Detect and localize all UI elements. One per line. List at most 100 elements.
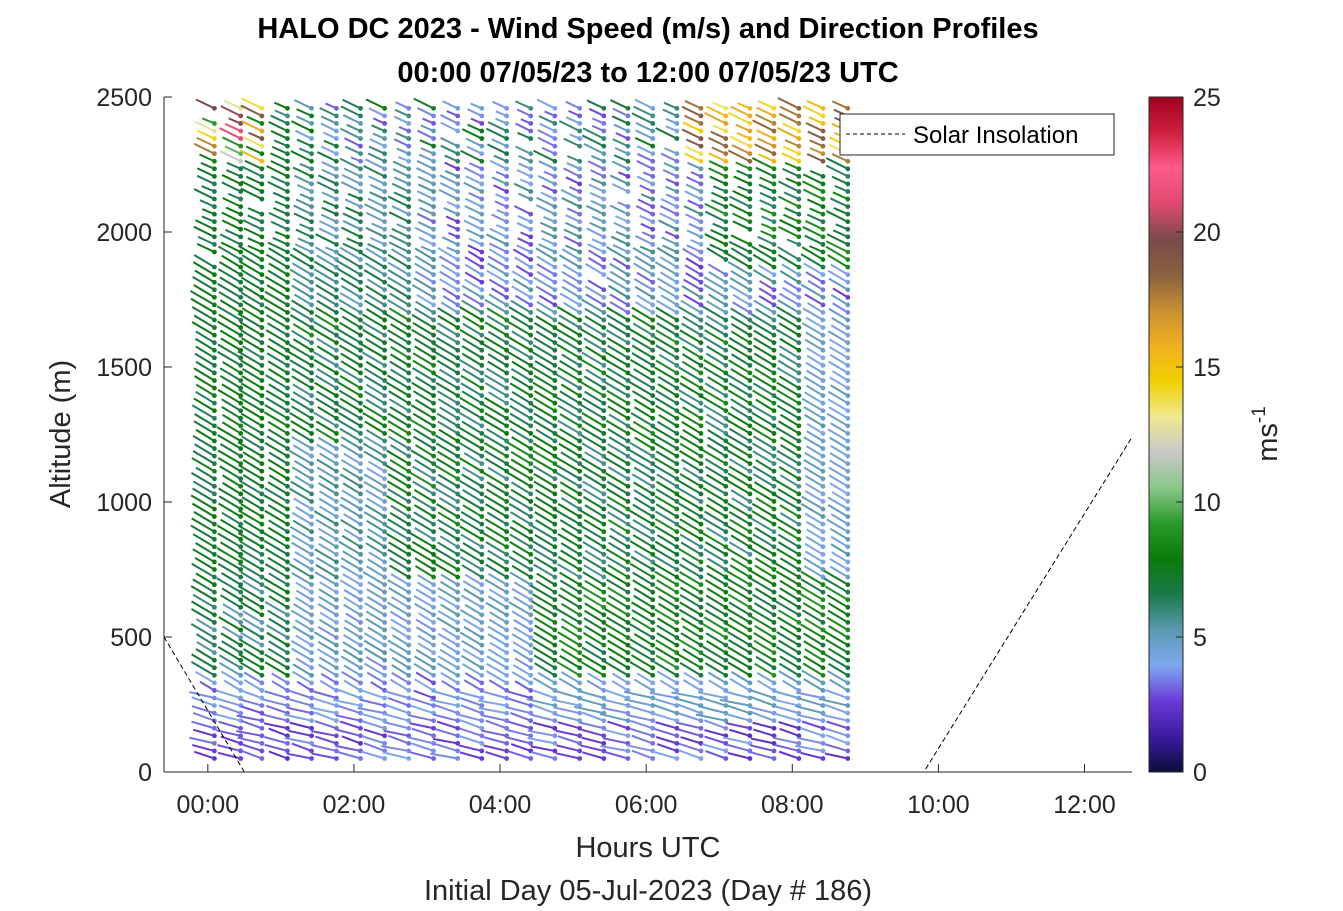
wind-barb-point	[334, 431, 339, 436]
wind-barb-point	[577, 725, 583, 731]
wind-barb	[242, 610, 263, 624]
wind-barb	[216, 305, 242, 321]
wind-barb-point	[212, 378, 217, 383]
wind-barb-point	[382, 317, 388, 323]
wind-barb	[385, 532, 410, 548]
wind-barb-point	[674, 294, 680, 300]
wind-barb-point	[577, 499, 583, 504]
wind-barb	[829, 482, 849, 495]
wind-barb-point	[528, 718, 534, 724]
wind-barb	[533, 480, 556, 495]
wind-barb	[314, 276, 337, 291]
wind-barb	[363, 639, 386, 654]
wind-barb	[705, 473, 727, 488]
wind-barb	[362, 328, 386, 344]
wind-barb	[634, 406, 654, 420]
wind-barb-point	[723, 665, 729, 671]
wind-barb	[655, 306, 678, 321]
wind-barb-point	[820, 173, 826, 179]
wind-barb-point	[625, 393, 631, 399]
wind-barb	[778, 639, 800, 654]
wind-barb	[339, 397, 362, 412]
wind-barb	[686, 229, 702, 238]
wind-barb-point	[747, 287, 753, 293]
x-tick-label: 00:00	[177, 791, 240, 819]
wind-barb-point	[431, 302, 436, 308]
wind-barb	[263, 722, 288, 730]
wind-barb	[707, 376, 727, 389]
wind-barb	[678, 450, 702, 465]
wind-barb-point	[212, 408, 217, 414]
wind-barb	[291, 466, 313, 480]
wind-barb	[680, 632, 702, 646]
wind-barb-point	[406, 158, 412, 164]
wind-barb	[708, 167, 727, 178]
wind-barb-point	[771, 627, 777, 633]
wind-barb	[779, 413, 800, 427]
wind-barb	[830, 197, 849, 208]
wind-barb	[440, 603, 459, 616]
wind-barb	[217, 532, 242, 548]
wind-barb	[462, 489, 483, 503]
wind-barb-point	[771, 181, 777, 187]
wind-barb-point	[650, 362, 656, 368]
wind-barb	[748, 688, 775, 699]
wind-barb-point	[406, 506, 412, 512]
wind-barb	[561, 285, 581, 299]
wind-barb	[579, 585, 605, 601]
wind-barb	[736, 169, 751, 178]
wind-barb-point	[455, 158, 461, 164]
wind-barb	[341, 315, 362, 329]
wind-barb-point	[309, 423, 314, 429]
wind-barb	[634, 255, 654, 268]
wind-barb-point	[238, 173, 244, 179]
wind-barb	[416, 294, 435, 306]
wind-barb-point	[650, 620, 656, 625]
wind-barb-point	[309, 582, 314, 588]
wind-barb-point	[771, 143, 777, 149]
wind-barb-point	[601, 657, 607, 663]
wind-barb-point	[528, 393, 534, 399]
wind-barb	[612, 257, 629, 268]
wind-barb-point	[796, 597, 802, 603]
wind-barb	[484, 321, 508, 336]
wind-barb	[482, 532, 508, 548]
wind-barb-point	[723, 242, 729, 247]
wind-barb	[294, 475, 313, 488]
x-axis-ticks: 00:00 02:00 04:00 06:00 08:00 10:00 12:00	[177, 764, 1116, 819]
wind-barb-point	[796, 491, 802, 497]
wind-barb	[365, 656, 386, 669]
wind-barb	[636, 175, 654, 185]
wind-barb-point	[577, 521, 583, 527]
wind-barb	[662, 108, 678, 117]
wind-barb	[196, 174, 215, 185]
wind-barb-point	[625, 506, 631, 512]
wind-barb-point	[820, 703, 826, 708]
wind-barb-point	[238, 332, 244, 338]
wind-barb	[369, 183, 386, 193]
wind-barb-point	[796, 431, 802, 436]
wind-barb	[748, 705, 775, 715]
wind-barb	[409, 532, 435, 548]
wind-barb-point	[820, 136, 826, 141]
wind-barb-point	[625, 143, 631, 149]
wind-barb-point	[406, 234, 412, 240]
wind-barb	[752, 435, 775, 450]
wind-barb	[635, 205, 654, 216]
wind-barb-point	[723, 121, 729, 126]
wind-barb	[775, 570, 800, 586]
wind-barb	[657, 602, 678, 616]
wind-barb	[392, 168, 410, 178]
wind-barb-point	[674, 529, 680, 535]
wind-barb-point	[650, 521, 656, 527]
wind-barb-point	[820, 287, 826, 293]
wind-barb-point	[406, 166, 412, 172]
wind-barb-point	[431, 718, 436, 724]
wind-barb	[196, 167, 215, 178]
wind-barb	[799, 585, 824, 601]
wind-barb-point	[358, 461, 363, 467]
wind-barb	[387, 696, 410, 707]
wind-barb-point	[796, 589, 802, 595]
wind-barb	[678, 502, 702, 518]
wind-barb-point	[382, 393, 388, 399]
